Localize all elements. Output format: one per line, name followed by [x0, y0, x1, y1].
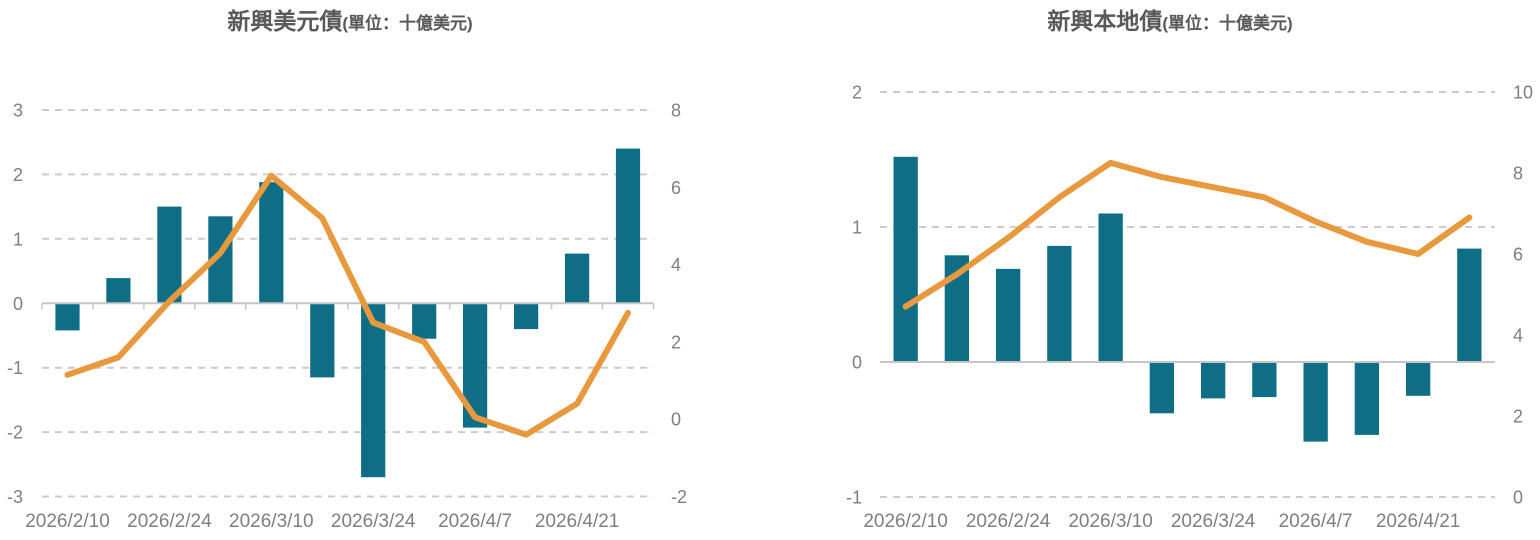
chart-title-unit: (單位：十億美元) [342, 14, 473, 33]
x-axis-tick-label: 2026/3/10 [1068, 511, 1153, 532]
x-axis-tick-label: 2026/2/10 [863, 511, 948, 532]
bar [1098, 213, 1123, 362]
left-axis-tick-label: 0 [13, 294, 23, 314]
bar [55, 303, 80, 331]
x-axis-tick-label: 2026/3/24 [1171, 511, 1256, 532]
x-axis-tick-label: 2026/4/21 [535, 511, 620, 532]
left-axis-tick-label: -2 [7, 423, 23, 443]
left-axis-tick-label: 0 [852, 353, 862, 373]
left-axis-tick-label: 2 [13, 165, 23, 185]
x-axis-tick-label: 2026/3/10 [229, 511, 314, 532]
left-axis-tick-label: -1 [846, 488, 862, 508]
chart-title-usd: 新興美元債(單位：十億美元) [0, 6, 700, 40]
usd-bond-chart-plot: 3 2 1 0 -1 -2 -3 8 6 4 2 0 -2 2026/2/10 2026/2/24 2026/… [7, 101, 687, 533]
right-axis-tick-label: 2 [1513, 407, 1523, 427]
right-axis-tick-label: 6 [671, 178, 681, 198]
bar [893, 156, 918, 362]
right-axis-tick-label: 0 [1513, 488, 1523, 508]
bar [1303, 362, 1328, 442]
chart-title-text: 新興美元債 [227, 8, 343, 34]
right-axis-tick-label: 6 [1513, 245, 1523, 265]
chart-local-emerging-bond: 2 1 0 -1 10 8 6 4 2 0 2026/2/10 2026/2/24 2026/3/10 2… [800, 0, 1540, 540]
x-axis-tick-label: 2026/2/24 [966, 511, 1051, 532]
x-axis-tick-label: 2026/3/24 [331, 511, 416, 532]
chart-title-text: 新興本地債 [1047, 8, 1163, 34]
right-axis-tick-label: 2 [671, 332, 681, 352]
bar [615, 148, 641, 304]
x-axis-tick-label: 2026/4/21 [1376, 511, 1461, 532]
bars-series [55, 148, 641, 478]
left-axis-tick-label: 2 [852, 83, 862, 103]
bar [412, 303, 437, 339]
right-axis-tick-label: 10 [1513, 83, 1533, 103]
bar [514, 303, 539, 330]
right-axis-tick-label: 8 [1513, 164, 1523, 184]
chart-title-local: 新興本地債(單位：十億美元) [800, 6, 1540, 40]
bar [157, 206, 182, 304]
trend-line [902, 159, 1473, 310]
chart-usd-emerging-bond: 3 2 1 0 -1 -2 -3 8 6 4 2 0 -2 2026/2/10 2026/2/24 2026/… [0, 0, 700, 540]
left-axis-tick-label: -3 [7, 487, 23, 507]
bar [310, 303, 335, 378]
bar [1047, 245, 1072, 362]
right-axis-tick-label: 4 [1513, 326, 1523, 346]
x-axis-tick-label: 2026/4/7 [1279, 511, 1353, 532]
bar [361, 303, 386, 478]
bar [565, 253, 590, 304]
left-axis-tick-label: 1 [852, 218, 862, 238]
trend-line [64, 172, 631, 438]
right-axis-tick-label: 4 [671, 255, 681, 275]
right-axis-tick-label: -2 [671, 487, 687, 507]
bar [1457, 248, 1482, 362]
bar [259, 182, 284, 304]
right-axis-tick-label: 8 [671, 101, 681, 121]
bar [1406, 362, 1431, 396]
left-axis-tick-label: 1 [13, 229, 23, 249]
bar [1252, 362, 1277, 398]
bar [1354, 362, 1379, 435]
bars-series [893, 156, 1482, 442]
bar [106, 278, 131, 304]
left-axis-tick-label: -1 [7, 358, 23, 378]
x-axis-tick-label: 2026/2/10 [25, 511, 110, 532]
bar [996, 268, 1021, 362]
bar [1149, 362, 1174, 414]
x-axis-tick-label: 2026/2/24 [127, 511, 212, 532]
bar [1201, 362, 1226, 399]
right-axis-tick-label: 0 [671, 410, 681, 430]
chart-title-unit: (單位：十億美元) [1162, 14, 1293, 33]
left-axis-tick-label: 3 [13, 101, 23, 121]
x-axis-tick-label: 2026/4/7 [438, 511, 512, 532]
